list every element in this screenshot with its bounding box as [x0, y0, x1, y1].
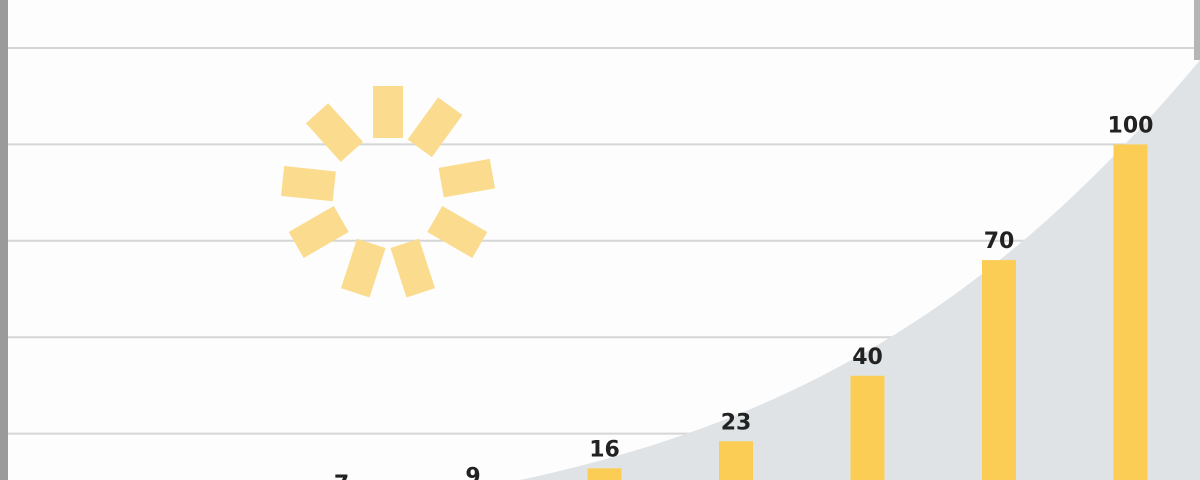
trend-area — [520, 60, 1200, 480]
value-label: 7 — [334, 472, 349, 480]
bar — [587, 468, 622, 480]
loading-icon — [281, 86, 495, 298]
value-label: 9 — [465, 464, 480, 480]
bar — [982, 260, 1016, 480]
frame-left — [0, 0, 8, 480]
value-label: 16 — [589, 437, 620, 462]
value-label: 23 — [721, 410, 752, 435]
frame-right — [1194, 0, 1200, 60]
bar — [1113, 144, 1148, 480]
bar — [719, 441, 753, 480]
bar — [850, 375, 885, 480]
value-label: 100 — [1108, 113, 1154, 138]
value-label: 70 — [984, 229, 1015, 254]
value-label: 40 — [852, 345, 883, 370]
